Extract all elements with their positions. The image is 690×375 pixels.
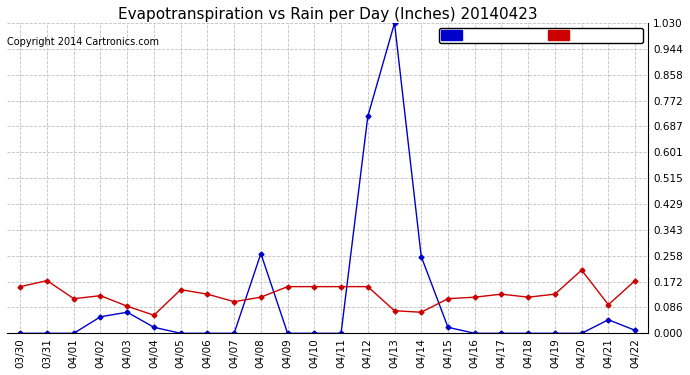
Title: Evapotranspiration vs Rain per Day (Inches) 20140423: Evapotranspiration vs Rain per Day (Inch…: [118, 7, 538, 22]
Legend: Rain  (Inches), ET  (Inches): Rain (Inches), ET (Inches): [439, 28, 643, 43]
Text: Copyright 2014 Cartronics.com: Copyright 2014 Cartronics.com: [7, 37, 159, 47]
